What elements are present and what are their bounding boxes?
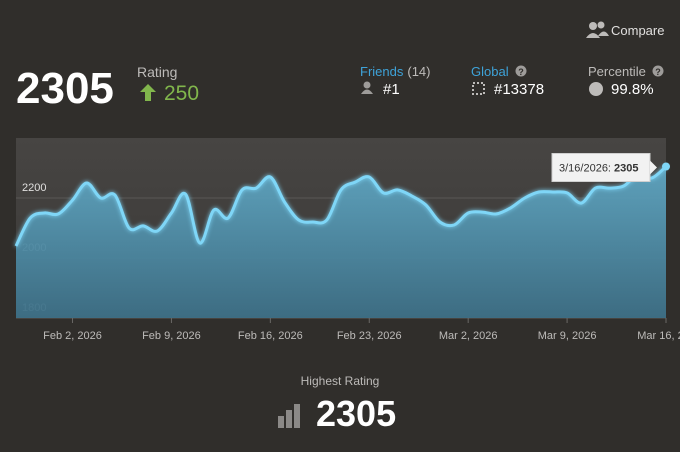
- compare-button[interactable]: Compare: [586, 21, 664, 39]
- compare-icon: [598, 31, 609, 36]
- x-tick-label: Mar 9, 2026: [538, 330, 597, 342]
- last-point: [662, 162, 670, 171]
- x-tick-label: Feb 2, 2026: [43, 330, 102, 342]
- area-fill: [16, 166, 666, 318]
- highest-label: Highest Rating: [301, 374, 380, 388]
- rating-label: Rating: [137, 64, 177, 80]
- tooltip-text: 3/16/2026: 2305: [559, 163, 638, 175]
- compare-icon: [597, 21, 605, 29]
- global-rank: #13378: [494, 81, 544, 98]
- friends-label: Friends: [360, 64, 404, 79]
- tooltip-box: [551, 153, 651, 182]
- chart: Feb 2, 2026 Feb 9, 2026 Feb 16, 2026 Feb 23…: [14, 153, 680, 342]
- up-arrow: [140, 84, 156, 101]
- bars-icon: [278, 416, 284, 428]
- percentile-label: Percentile: [588, 64, 646, 79]
- tooltip-date: 3/16/2026:: [559, 163, 611, 175]
- help-icon[interactable]: ?: [652, 65, 664, 78]
- friends-rank: #1: [383, 81, 400, 98]
- help-icon[interactable]: ?: [515, 65, 527, 78]
- x-tick-label: Mar 16, 2…: [637, 330, 680, 342]
- x-tick-label: Feb 23, 2026: [337, 330, 402, 342]
- person-icon: [361, 89, 373, 94]
- svg-text:?: ?: [655, 67, 661, 77]
- bars-icon: [294, 404, 300, 428]
- rating-line: [14, 165, 667, 247]
- rating-change: 250: [164, 82, 199, 105]
- tooltip: 3/16/2026: 2305: [551, 153, 657, 182]
- bars-icon: [286, 410, 292, 428]
- x-tick-label: Mar 2, 2026: [439, 330, 498, 342]
- percentile-icon: [589, 82, 603, 96]
- tooltip-pointer: [650, 160, 657, 175]
- x-tick-label: Feb 9, 2026: [142, 330, 201, 342]
- highest-value: 2305: [316, 393, 396, 434]
- y-tick-label: 2200: [22, 182, 46, 194]
- global-label: Global: [471, 64, 509, 79]
- compare-text: Compare: [611, 23, 664, 38]
- friends-count: (14): [407, 64, 430, 79]
- rating-value: 2305: [16, 64, 114, 113]
- person-icon: [363, 81, 371, 89]
- percentile-value: 99.8%: [611, 81, 654, 98]
- x-tick-label: Feb 16, 2026: [238, 330, 303, 342]
- globe-icon: [472, 82, 485, 95]
- compare-icon: [589, 22, 597, 30]
- tooltip-value: 2305: [614, 163, 638, 175]
- svg-text:?: ?: [518, 67, 524, 77]
- compare-icon: [586, 33, 600, 38]
- friends-label: Friends (14): [360, 64, 430, 79]
